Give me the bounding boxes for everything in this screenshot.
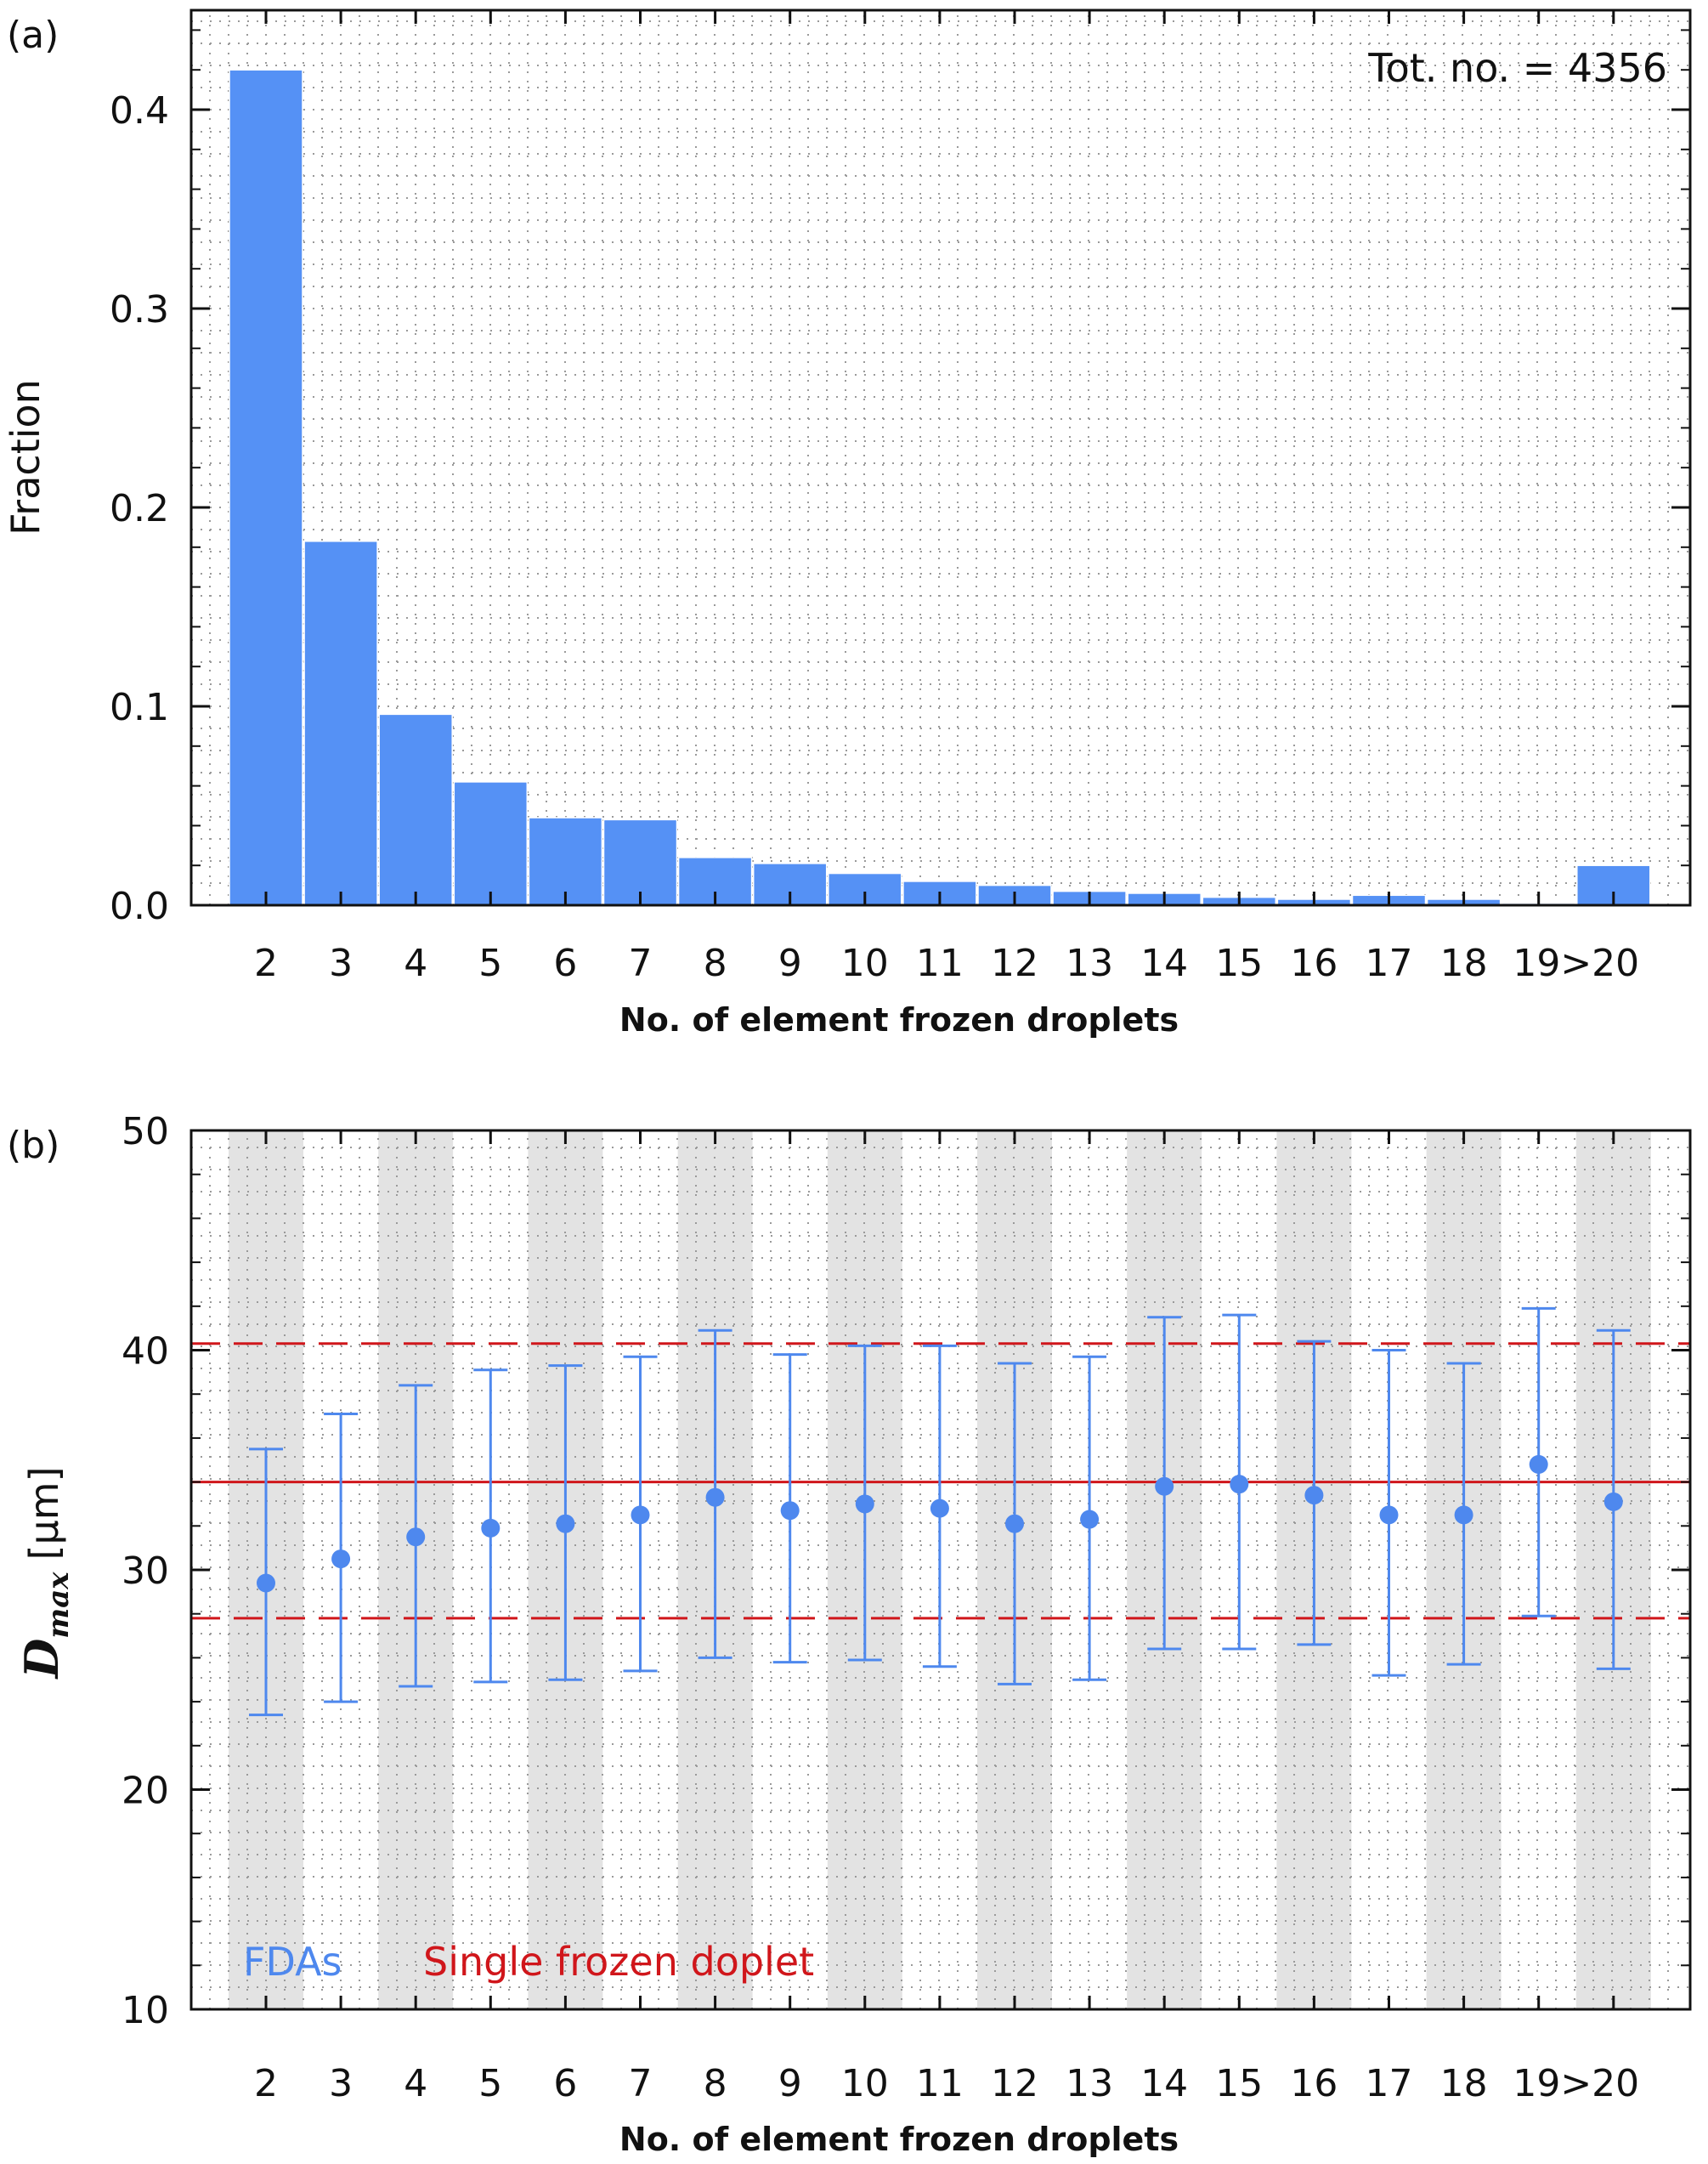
panel-b-label: (b) — [7, 1124, 59, 1167]
fda-mean-point — [1603, 1492, 1623, 1511]
bar — [229, 69, 303, 906]
legend-fdas: FDAs — [243, 1939, 342, 1985]
x-tick-label: 7 — [629, 942, 653, 985]
x-tick-label: 10 — [841, 2062, 889, 2105]
fda-mean-point — [930, 1498, 949, 1518]
fda-mean-point — [556, 1514, 575, 1533]
x-tick-label: 18 — [1440, 942, 1488, 985]
fda-mean-point — [1454, 1505, 1473, 1525]
panel-b-gridlines — [191, 1130, 1690, 2009]
y-tick-label: 30 — [122, 1549, 169, 1593]
fda-mean-point — [1529, 1454, 1548, 1474]
x-tick-label: 15 — [1215, 2062, 1263, 2105]
x-tick-label: 19>20 — [1513, 2062, 1639, 2105]
y-tick-label: 0.1 — [110, 686, 169, 729]
x-tick-label: 3 — [329, 942, 353, 985]
fda-mean-point — [1230, 1475, 1249, 1494]
panel-b-y-axis-label: Dmax [μm] — [14, 1466, 76, 1680]
x-tick-label: 10 — [841, 942, 889, 985]
x-tick-label: 9 — [778, 2062, 802, 2105]
x-tick-label: 18 — [1440, 2062, 1488, 2105]
x-tick-label: 11 — [916, 942, 964, 985]
y-tick-label: 20 — [122, 1770, 169, 1813]
y-tick-label: 10 — [122, 1989, 169, 2032]
x-tick-label: 3 — [329, 2062, 353, 2105]
legend-single-frozen-droplet: Single frozen doplet — [423, 1939, 814, 1985]
x-tick-label: 7 — [629, 2062, 653, 2105]
x-tick-label: 4 — [404, 2062, 427, 2105]
panel-a-ticks: 0.0 0.1 0.2 0.3 0.4 2 3 4 5 6 7 8 9 10 11 12 13 14 15 16 17 1… — [110, 10, 1690, 985]
x-tick-label: 16 — [1290, 2062, 1338, 2105]
x-tick-label: 5 — [478, 2062, 502, 2105]
x-tick-label: 5 — [478, 942, 502, 985]
y-tick-label: 40 — [122, 1330, 169, 1374]
x-tick-label: 4 — [404, 942, 427, 985]
fda-mean-point — [1304, 1486, 1324, 1505]
x-tick-label: 12 — [991, 942, 1038, 985]
x-tick-label: 17 — [1366, 942, 1413, 985]
fda-mean-point — [481, 1518, 501, 1538]
fda-mean-point — [257, 1573, 275, 1593]
y-label-subscript: max — [42, 1572, 76, 1639]
fda-mean-point — [631, 1505, 650, 1525]
x-tick-label: 9 — [778, 942, 802, 985]
fda-mean-point — [1080, 1510, 1100, 1529]
x-tick-label: 19>20 — [1513, 942, 1639, 985]
y-tick-label: 0.0 — [110, 885, 169, 928]
panel-b-ticks: 10 20 30 40 50 2 3 4 5 6 7 8 9 10 11 12 13 14 15 16 17 18 19>2… — [122, 1110, 1690, 2105]
x-tick-label: 14 — [1140, 942, 1188, 985]
fda-mean-point — [1155, 1476, 1174, 1496]
x-tick-label: 6 — [553, 942, 577, 985]
x-tick-label: 6 — [553, 2062, 577, 2105]
x-tick-label: 13 — [1066, 942, 1113, 985]
y-tick-label: 0.4 — [110, 89, 169, 133]
bar — [303, 541, 378, 906]
x-tick-label: 17 — [1366, 2062, 1413, 2105]
panel-a-gridlines — [191, 10, 1690, 905]
panel-b-x-axis-label: No. of element frozen droplets — [619, 2121, 1179, 2158]
fda-error-bars — [249, 1306, 1631, 1717]
y-tick-label: 0.3 — [110, 288, 169, 331]
fda-mean-point — [705, 1487, 725, 1507]
x-tick-label: 2 — [254, 2062, 278, 2105]
panel-a-histogram: 0.0 0.1 0.2 0.3 0.4 2 3 4 5 6 7 8 9 10 11 12 13 14 15 16 17 1… — [3, 8, 1692, 1039]
fda-mean-point — [780, 1501, 800, 1521]
panel-a-x-axis-label: No. of element frozen droplets — [619, 1001, 1179, 1039]
x-tick-label: 12 — [991, 2062, 1038, 2105]
panel-b-size-plot: 10 20 30 40 50 2 3 4 5 6 7 8 9 10 11 12 13 14 15 16 17 18 19>2… — [7, 1110, 1692, 2158]
x-tick-label: 16 — [1290, 942, 1338, 985]
y-tick-label: 50 — [122, 1110, 169, 1153]
panel-a-y-axis-label: Fraction — [3, 379, 48, 535]
x-tick-label: 2 — [254, 942, 278, 985]
x-tick-label: 13 — [1066, 2062, 1113, 2105]
x-tick-label: 8 — [704, 2062, 727, 2105]
x-tick-label: 8 — [704, 942, 727, 985]
y-label-unit: [μm] — [21, 1466, 67, 1560]
bar — [378, 713, 453, 906]
panel-a-label: (a) — [7, 14, 59, 57]
y-tick-label: 0.2 — [110, 487, 169, 530]
total-count-annotation: Tot. no. = 4356 — [1367, 45, 1667, 91]
fda-mean-point — [855, 1494, 874, 1514]
fda-mean-point — [406, 1527, 426, 1547]
fda-mean-point — [1379, 1505, 1399, 1525]
panel-a-bars — [229, 69, 1651, 906]
fda-mean-point — [1005, 1514, 1024, 1533]
x-tick-label: 15 — [1215, 942, 1263, 985]
bar — [453, 781, 529, 906]
y-label-symbol: D — [14, 1639, 69, 1680]
x-tick-label: 14 — [1140, 2062, 1188, 2105]
x-tick-label: 11 — [916, 2062, 964, 2105]
fda-mean-point — [331, 1549, 351, 1569]
